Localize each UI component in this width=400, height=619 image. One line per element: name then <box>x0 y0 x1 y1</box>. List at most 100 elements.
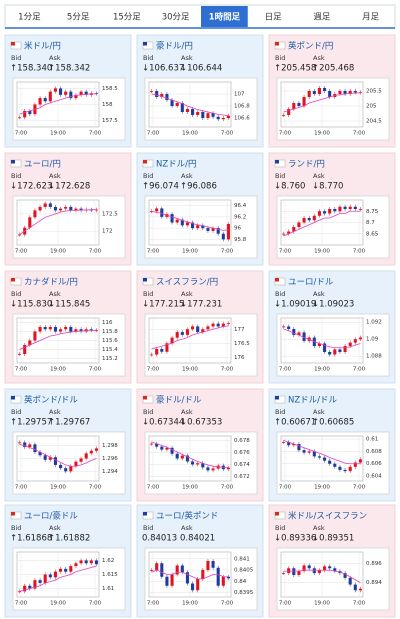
pair-name[interactable]: ユーロ/英ポンド <box>156 511 218 522</box>
pair-name[interactable]: カナダドル/円 <box>24 277 78 288</box>
pair-name[interactable]: ランド/円 <box>288 160 325 170</box>
candle-body <box>170 100 174 106</box>
candle-body <box>343 206 347 209</box>
candle-body <box>170 337 174 344</box>
y-tick-label: 8.75 <box>366 209 379 215</box>
candle-body <box>59 568 63 572</box>
moving-average <box>283 328 361 349</box>
tab-label[interactable]: 15分足 <box>113 13 141 23</box>
pair-name[interactable]: 米ドル/スイスフラン <box>288 511 367 522</box>
candle-body <box>221 323 225 327</box>
candle-body <box>343 346 347 352</box>
flag-icon-part <box>275 278 279 282</box>
y-tick-label: 0.61 <box>366 437 378 443</box>
candle-body <box>302 97 306 106</box>
candle-body <box>312 451 316 457</box>
candle-body <box>343 573 347 578</box>
bid-label: Bid <box>11 524 21 532</box>
candle-body <box>206 561 210 570</box>
x-tick-label: 7:00 <box>147 601 160 607</box>
tab-label[interactable]: 日足 <box>265 13 283 23</box>
candle-body <box>84 453 88 459</box>
candle-body <box>358 337 362 340</box>
candle-body <box>333 349 337 355</box>
candle-body <box>79 329 83 332</box>
candle-body <box>338 206 342 212</box>
candle-body <box>180 219 184 226</box>
x-tick-label: 7:00 <box>279 485 292 491</box>
y-tick-label: 115.6 <box>102 338 118 344</box>
y-tick-label: 115.8 <box>102 329 118 335</box>
flag-icon-part <box>143 512 147 516</box>
pair-name[interactable]: ユーロ/豪ドル <box>24 511 78 522</box>
chart-box <box>276 547 390 611</box>
pair-name[interactable]: 英ポンド/円 <box>288 41 333 52</box>
pair-name[interactable]: NZドル/ドル <box>288 396 338 406</box>
candle-body <box>185 572 189 584</box>
tab[interactable] <box>103 6 151 27</box>
bid-label: Bid <box>11 172 21 180</box>
pair-name[interactable]: 英ポンド/ドル <box>24 395 78 406</box>
candle-body <box>358 92 362 94</box>
candle-body <box>292 329 296 335</box>
flag-icon-part <box>11 160 15 164</box>
pair-name[interactable]: ユーロ/円 <box>24 160 61 170</box>
moving-average <box>19 565 97 592</box>
moving-average <box>19 209 97 235</box>
x-tick-label: 7:00 <box>89 485 102 491</box>
x-tick-label: 19:00 <box>314 601 330 607</box>
tab[interactable] <box>54 6 102 27</box>
tab-label[interactable]: 1時間足 <box>209 12 241 23</box>
y-tick-label: 176.5 <box>234 341 250 347</box>
candle-body <box>302 565 306 572</box>
candle-body <box>358 209 362 210</box>
candle-body <box>297 571 301 575</box>
y-tick-label: 204.5 <box>366 119 382 125</box>
tab[interactable] <box>347 6 394 27</box>
candle-body <box>333 209 337 212</box>
candle-body <box>53 457 57 465</box>
candle-body <box>89 329 93 331</box>
tab-label[interactable]: 30分足 <box>162 13 190 23</box>
candle-body <box>191 109 195 115</box>
candle-body <box>43 203 47 207</box>
moving-average <box>19 443 97 467</box>
y-tick-label: 1.296 <box>102 456 118 462</box>
pair-name[interactable]: ユーロ/ドル <box>288 278 334 288</box>
tab-active[interactable] <box>201 6 248 27</box>
flag-icon-part <box>275 160 279 164</box>
x-tick-label: 7:00 <box>147 485 160 491</box>
candle-body <box>89 560 93 564</box>
x-tick-label: 7:00 <box>279 601 292 607</box>
y-tick-label: 95.8 <box>234 237 247 243</box>
tab[interactable] <box>298 6 346 27</box>
ask-price: ↑1.29767 <box>48 418 90 428</box>
pair-name[interactable]: 豪ドル/円 <box>156 41 193 52</box>
ask-price: ↓0.67353 <box>180 418 222 428</box>
y-tick-label: 205.5 <box>366 89 382 95</box>
pair-name[interactable]: NZドル/円 <box>156 160 197 170</box>
flag-icon-part <box>143 396 147 400</box>
candle-body <box>33 580 37 589</box>
pair-name[interactable]: スイスフラン/円 <box>156 278 218 288</box>
candle-body <box>43 327 47 330</box>
tab[interactable] <box>249 6 297 27</box>
candle-body <box>328 209 332 214</box>
ask-price: ↑205.468 <box>312 64 354 74</box>
candle-body <box>59 88 63 95</box>
tab-label[interactable]: 週足 <box>313 13 331 23</box>
tab[interactable] <box>6 6 53 27</box>
ask-price: ↑1.61882 <box>48 534 90 544</box>
bid-price: 0.84013 <box>142 534 177 544</box>
y-tick-label: 8.65 <box>366 231 379 237</box>
pair-name[interactable]: 米ドル/円 <box>24 41 61 52</box>
tab-label[interactable]: 1分足 <box>18 13 41 23</box>
tab[interactable] <box>152 6 199 27</box>
tab-label[interactable]: 5分足 <box>67 13 90 23</box>
candle-body <box>317 88 321 94</box>
y-tick-label: 157.5 <box>102 118 118 124</box>
bid-label: Bid <box>143 172 153 180</box>
tab-label[interactable]: 月足 <box>362 13 380 23</box>
candle-body <box>185 329 189 335</box>
pair-name[interactable]: 豪ドル/ドル <box>156 395 202 406</box>
